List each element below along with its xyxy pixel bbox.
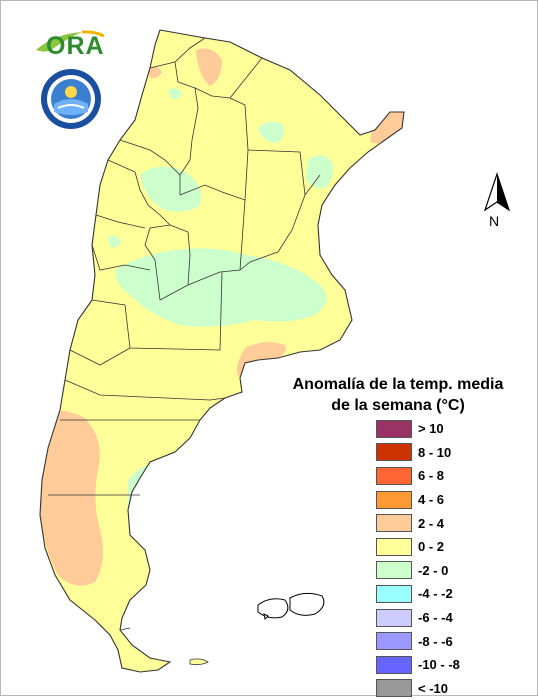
legend-item: 6 - 8 xyxy=(376,464,460,488)
legend-label: < -10 xyxy=(418,680,448,696)
north-arrow-icon xyxy=(483,172,511,212)
legend-label: -6 - -4 xyxy=(418,610,453,626)
legend-title-line2: de la semana (°C) xyxy=(331,397,465,414)
warm-zone-north-salta xyxy=(196,48,222,86)
warm-zone-misiones xyxy=(370,111,404,144)
legend-swatch xyxy=(376,537,412,556)
legend-label: 4 - 6 xyxy=(418,492,445,508)
legend-swatch xyxy=(376,443,412,462)
legend-label: -10 - -8 xyxy=(418,657,460,673)
warm-zone-north-jujuy xyxy=(148,66,162,79)
cool-zone-northeast xyxy=(306,155,334,189)
legend-label: -2 - 0 xyxy=(418,562,449,578)
cool-zone-center xyxy=(115,248,327,327)
warm-zone-west-patagonia xyxy=(40,410,104,586)
legend-label: 8 - 10 xyxy=(418,444,452,460)
legend-swatch xyxy=(376,608,412,627)
cool-zone-northwest xyxy=(140,166,201,212)
smn-logo xyxy=(41,69,101,129)
tierra-del-fuego-islet xyxy=(189,658,209,666)
cool-zone-north xyxy=(258,121,284,143)
cool-zone-north-small xyxy=(168,88,182,100)
legend-swatch xyxy=(376,632,412,651)
legend-swatch xyxy=(376,679,412,698)
legend-swatch xyxy=(376,561,412,580)
legend-swatch xyxy=(376,490,412,509)
legend-item: 0 - 2 xyxy=(376,535,460,559)
legend-item: < -10 xyxy=(376,677,460,700)
legend-item: -4 - -2 xyxy=(376,582,460,606)
legend-label: 0 - 2 xyxy=(418,539,445,555)
legend-item: -6 - -4 xyxy=(376,606,460,630)
legend-label: -4 - -2 xyxy=(418,586,453,602)
legend-item: -10 - -8 xyxy=(376,653,460,677)
legend-title: Anomalía de la temp. media de la semana … xyxy=(290,374,506,416)
legend-item: 8 - 10 xyxy=(376,441,460,465)
ora-logo-text: ORA xyxy=(46,32,105,60)
argentina-landmass xyxy=(40,30,404,672)
legend-swatch xyxy=(376,466,412,485)
cool-zone-west-small xyxy=(108,236,121,248)
legend-item: -8 - -6 xyxy=(376,629,460,653)
ora-logo-swoosh xyxy=(36,30,105,52)
legend-swatch xyxy=(376,655,412,674)
legend-label: 2 - 4 xyxy=(418,515,445,531)
province-borders xyxy=(39,29,405,673)
legend-item: 4 - 6 xyxy=(376,488,460,512)
legend: > 10 8 - 10 6 - 8 4 - 6 2 - 4 0 - 2 -2 - 0 -4 -… xyxy=(376,417,460,700)
north-label: N xyxy=(489,213,500,229)
legend-label: 6 - 8 xyxy=(418,468,445,484)
legend-item: -2 - 0 xyxy=(376,559,460,583)
legend-item: > 10 xyxy=(376,417,460,441)
legend-swatch xyxy=(376,419,412,438)
legend-title-line1: Anomalía de la temp. media xyxy=(292,376,504,393)
malvinas-islands xyxy=(257,592,325,621)
legend-item: 2 - 4 xyxy=(376,511,460,535)
legend-label: > 10 xyxy=(418,421,444,437)
legend-swatch xyxy=(376,514,412,533)
legend-swatch xyxy=(376,584,412,603)
legend-label: -8 - -6 xyxy=(418,633,453,649)
